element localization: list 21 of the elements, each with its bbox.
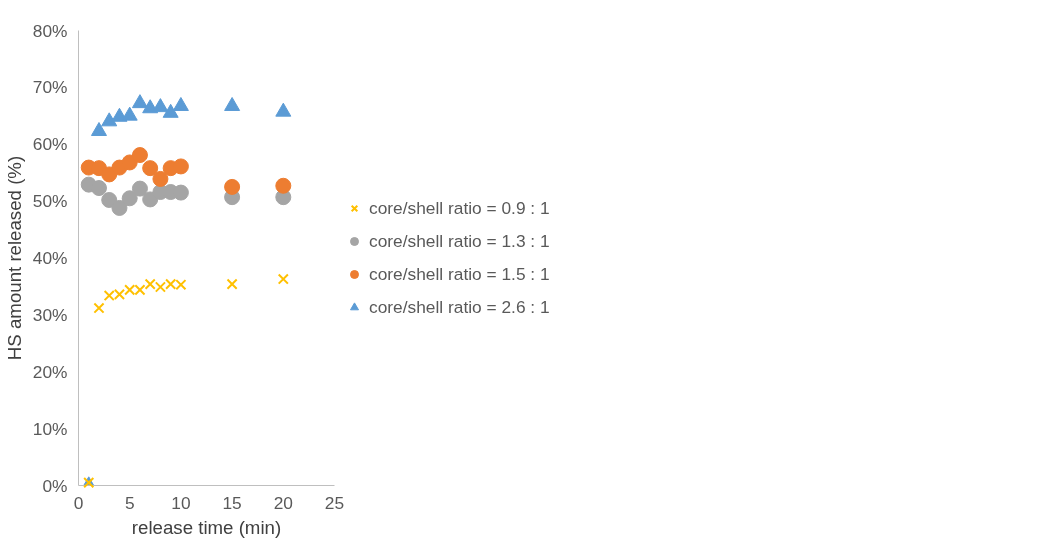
y-tick-label: 70% <box>32 77 68 98</box>
legend-label: core/shell ratio = 1.5 : 1 <box>369 263 550 285</box>
y-tick-label: 30% <box>32 304 68 325</box>
y-tick-label: 0% <box>42 475 68 496</box>
y-tick-label: 10% <box>32 418 68 439</box>
x-tick-label: 20 <box>273 492 293 513</box>
y-tick-label: 50% <box>32 191 68 212</box>
legend-label: core/shell ratio = 1.3 : 1 <box>369 230 550 252</box>
x-tick-label: 5 <box>124 492 135 513</box>
x-tick-label: 25 <box>324 492 345 513</box>
y-tick-label: 40% <box>32 248 68 268</box>
y-tick-label: 80% <box>32 20 68 41</box>
legend-label: core/shell ratio = 0.9 : 1 <box>369 197 550 219</box>
x-tick-label: 15 <box>222 492 242 513</box>
y-axis-title: HS amount released (%) <box>3 155 25 361</box>
x-tick-label: 10 <box>171 492 191 513</box>
legend-label: core/shell ratio = 2.6 : 1 <box>369 296 550 318</box>
y-tick-label: 60% <box>32 134 68 155</box>
x-tick-label: 0 <box>73 492 84 513</box>
x-axis-title: release time (min) <box>131 516 282 538</box>
y-tick-label: 20% <box>32 361 68 382</box>
